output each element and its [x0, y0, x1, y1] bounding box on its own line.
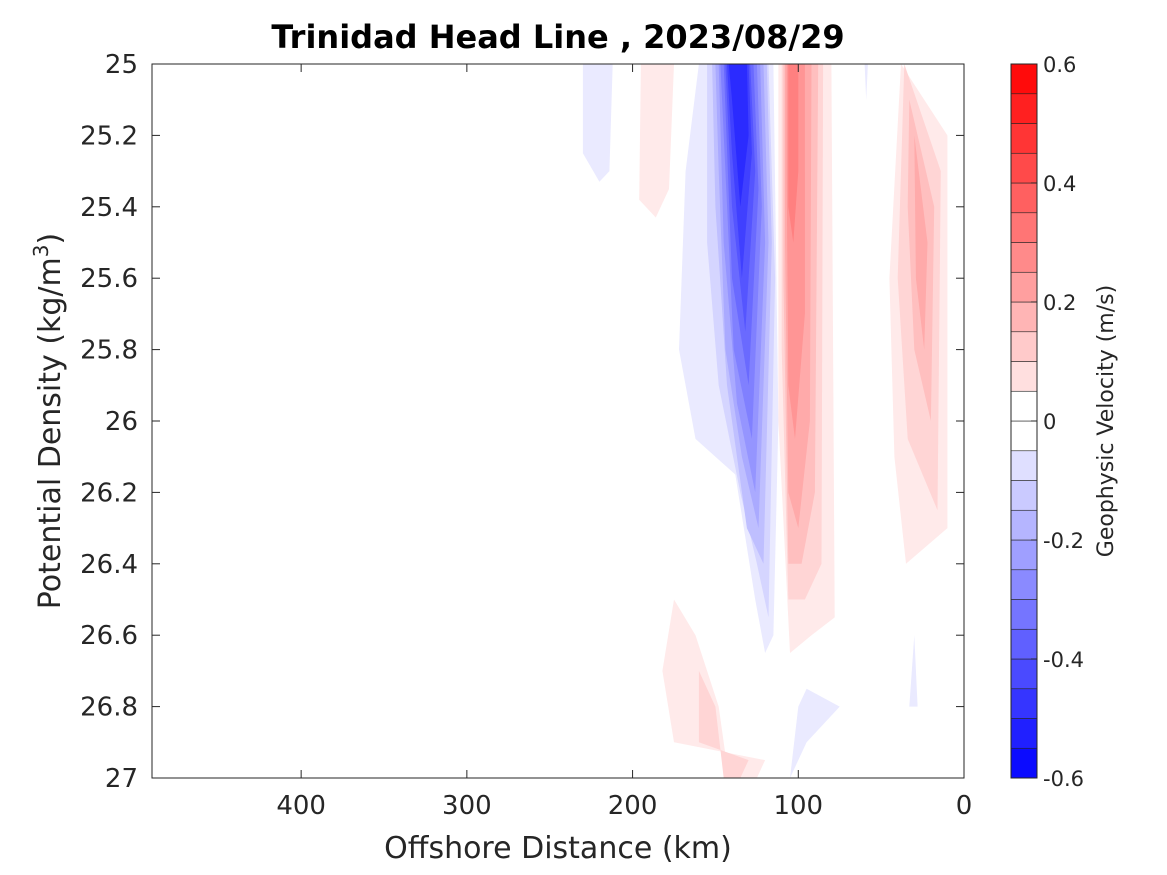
- colorbar-segment-8: [1010, 509, 1038, 541]
- colorbar-label: Geophysic Velocity (m/s): [1094, 285, 1119, 557]
- y-axis: 25 25.2 25.4 25.6 25.8 26 26.2 26.4 26.6 26.8 27: [80, 50, 964, 794]
- colorbar-segment-23: [1010, 63, 1038, 95]
- colorbar-segment-16: [1010, 271, 1038, 303]
- colorbar-segment-11: [1010, 420, 1038, 452]
- y-tick-label: 25.4: [80, 193, 138, 223]
- y-tick-label: 26: [105, 407, 138, 437]
- y-axis-label-close: ): [33, 233, 68, 245]
- colorbar-segment-1: [1010, 718, 1038, 749]
- colorbar-segment-9: [1010, 480, 1038, 511]
- colorbar-segment-12: [1010, 390, 1038, 422]
- y-axis-label-main: Potential Density (kg/m: [33, 257, 68, 609]
- colorbar-segment-10: [1010, 450, 1038, 481]
- colorbar-segment-22: [1010, 93, 1038, 124]
- colorbar-tick-label: -0.4: [1043, 648, 1084, 672]
- contour-region-23: [662, 599, 766, 778]
- colorbar-segment-21: [1010, 123, 1038, 154]
- contour-region-18: [864, 64, 868, 100]
- y-tick-label: 26.6: [80, 621, 138, 651]
- colorbar-segment-2: [1010, 688, 1038, 719]
- colorbar-segment-6: [1010, 569, 1038, 600]
- colorbar-segment-18: [1010, 212, 1038, 243]
- colorbar-tick-label: -0.2: [1043, 529, 1084, 553]
- colorbar-tick-label: 0.6: [1043, 53, 1076, 77]
- x-axis: 400 300 200 100 0: [276, 64, 972, 821]
- contour-region-22: [914, 135, 928, 350]
- x-axis-label: Offshore Distance (km): [384, 831, 732, 866]
- chart-title: Trinidad Head Line , 2023/08/29: [271, 18, 844, 56]
- colorbar-segment-15: [1010, 301, 1038, 333]
- x-tick-label: 400: [276, 791, 326, 821]
- colorbar: 0.6 0.4 0.2 0 -0.2 -0.4 -0.6: [1010, 53, 1084, 791]
- colorbar-segment-17: [1010, 242, 1038, 273]
- contour-region-1: [639, 64, 674, 218]
- x-tick-label: 300: [442, 791, 492, 821]
- colorbar-tick-label: -0.6: [1043, 767, 1084, 791]
- colorbar-segment-14: [1010, 331, 1038, 362]
- x-tick-label: 100: [773, 791, 823, 821]
- colorbar-tick-label: 0.2: [1043, 291, 1076, 315]
- contour-region-0: [582, 64, 613, 182]
- y-tick-label: 26.2: [80, 478, 138, 508]
- y-tick-label: 25.8: [80, 336, 138, 366]
- contour-region-26: [909, 635, 918, 707]
- y-tick-label: 25.2: [80, 121, 138, 151]
- colorbar-segment-7: [1010, 539, 1038, 571]
- colorbar-segment-0: [1010, 747, 1038, 779]
- y-tick-label: 26.8: [80, 693, 138, 723]
- contour-region-24: [698, 670, 749, 778]
- contour-region-11: [728, 64, 749, 207]
- x-tick-label: 200: [608, 791, 658, 821]
- y-axis-label-superscript: 3: [29, 244, 53, 257]
- contour-layer: [582, 64, 948, 778]
- colorbar-tick-label: 0.4: [1043, 172, 1076, 196]
- y-tick-label: 27: [105, 764, 138, 794]
- y-tick-label: 25.6: [80, 264, 138, 294]
- x-tick-label: 0: [956, 791, 973, 821]
- contour-region-25: [790, 688, 840, 778]
- colorbar-segment-4: [1010, 628, 1038, 660]
- y-axis-label: Potential Density (kg/m3): [29, 233, 68, 609]
- plot-frame: [151, 63, 965, 779]
- contour-region-17: [788, 64, 799, 243]
- colorbar-segment-5: [1010, 599, 1038, 630]
- y-tick-label: 26.4: [80, 550, 138, 580]
- colorbar-segment-13: [1010, 361, 1038, 392]
- colorbar-segment-20: [1010, 152, 1038, 184]
- colorbar-segment-19: [1010, 182, 1038, 214]
- y-tick-label: 25: [105, 50, 138, 80]
- colorbar-tick-label: 0: [1043, 410, 1056, 434]
- colorbar-segment-3: [1010, 658, 1038, 690]
